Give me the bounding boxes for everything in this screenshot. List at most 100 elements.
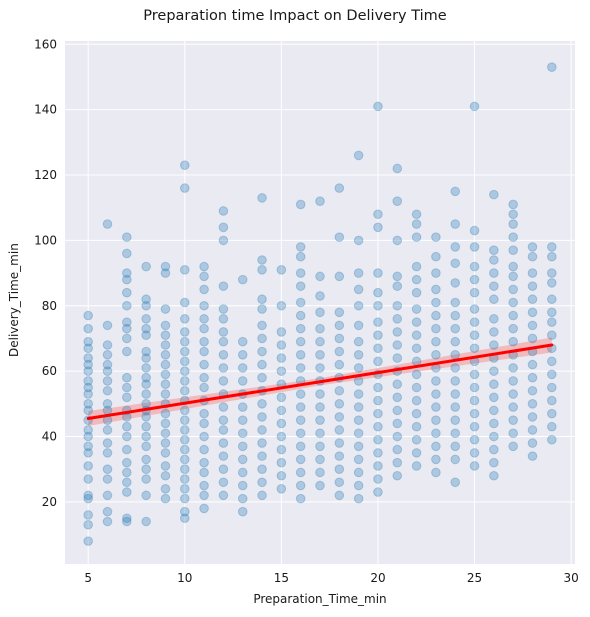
- data-point: [450, 219, 461, 229]
- data-point: [122, 268, 132, 278]
- data-point: [160, 304, 171, 314]
- data-point: [392, 271, 403, 282]
- data-point: [411, 382, 422, 393]
- data-point: [160, 359, 171, 370]
- data-point: [141, 474, 151, 484]
- data-point: [218, 464, 229, 475]
- data-point: [431, 389, 441, 399]
- chart-title: Preparation time Impact on Delivery Time: [143, 8, 447, 24]
- data-point: [508, 376, 518, 386]
- data-point: [122, 392, 132, 403]
- data-point: [431, 415, 441, 425]
- data-point: [199, 444, 209, 455]
- x-tick-label: 5: [84, 571, 92, 585]
- data-point: [489, 470, 499, 481]
- data-point: [199, 503, 209, 514]
- data-point: [392, 379, 403, 390]
- data-point: [141, 464, 151, 475]
- data-point: [199, 382, 209, 393]
- data-point: [83, 490, 93, 501]
- data-point: [431, 323, 441, 334]
- data-point: [199, 314, 209, 324]
- data-point: [431, 441, 441, 452]
- data-point: [392, 470, 403, 481]
- data-point: [83, 336, 93, 347]
- data-point: [353, 441, 364, 452]
- data-point: [547, 307, 557, 318]
- data-point: [334, 412, 345, 422]
- data-point: [508, 363, 518, 373]
- data-point: [392, 196, 403, 206]
- data-point: [508, 219, 518, 229]
- data-point: [179, 474, 190, 484]
- data-point: [237, 415, 248, 425]
- data-point: [392, 405, 403, 416]
- data-point: [450, 336, 461, 347]
- data-point: [160, 484, 171, 494]
- data-point: [469, 382, 480, 393]
- data-point: [276, 405, 287, 416]
- data-point: [199, 480, 209, 491]
- data-point: [218, 402, 229, 412]
- data-point: [392, 281, 403, 291]
- data-point: [160, 389, 171, 399]
- data-point: [199, 359, 209, 370]
- data-point: [257, 333, 267, 344]
- data-point: [353, 389, 364, 399]
- data-point: [160, 438, 171, 448]
- data-point: [237, 376, 248, 386]
- data-point: [392, 235, 403, 246]
- data-point: [160, 379, 171, 390]
- data-point: [527, 359, 538, 370]
- data-point: [315, 441, 325, 452]
- data-point: [547, 434, 557, 445]
- data-point: [295, 251, 306, 262]
- data-point: [160, 350, 171, 360]
- data-point: [122, 274, 132, 285]
- data-point: [141, 330, 151, 340]
- data-point: [237, 336, 248, 347]
- data-point: [450, 350, 461, 360]
- data-point: [315, 336, 325, 347]
- data-point: [469, 101, 480, 112]
- data-point: [527, 412, 538, 422]
- data-point: [179, 484, 190, 494]
- data-point: [218, 363, 229, 373]
- data-point: [257, 255, 267, 265]
- data-point: [508, 415, 518, 425]
- data-point: [392, 457, 403, 468]
- data-point: [179, 265, 190, 275]
- data-point: [508, 389, 518, 399]
- data-point: [122, 323, 132, 334]
- data-point: [179, 297, 190, 308]
- data-point: [122, 487, 132, 497]
- data-point: [392, 444, 403, 455]
- data-point: [411, 232, 422, 242]
- data-point: [469, 287, 480, 298]
- data-point: [508, 441, 518, 452]
- data-point: [392, 300, 403, 311]
- data-point: [547, 62, 557, 72]
- data-point: [141, 431, 151, 442]
- data-point: [122, 232, 132, 242]
- data-point: [353, 428, 364, 439]
- data-point: [411, 219, 422, 229]
- data-point: [276, 470, 287, 481]
- data-point: [83, 461, 93, 471]
- data-point: [83, 425, 93, 435]
- data-point: [547, 294, 557, 305]
- data-point: [353, 467, 364, 478]
- data-point: [276, 431, 287, 442]
- data-point: [160, 418, 171, 429]
- data-point: [141, 399, 151, 409]
- data-point: [411, 287, 422, 298]
- x-tick-label: 30: [563, 571, 578, 585]
- data-point: [102, 359, 113, 370]
- data-point: [199, 490, 209, 501]
- data-point: [160, 470, 171, 481]
- data-point: [218, 451, 229, 461]
- data-point: [508, 310, 518, 321]
- data-point: [83, 536, 93, 546]
- data-point: [431, 310, 441, 321]
- data-point: [353, 415, 364, 425]
